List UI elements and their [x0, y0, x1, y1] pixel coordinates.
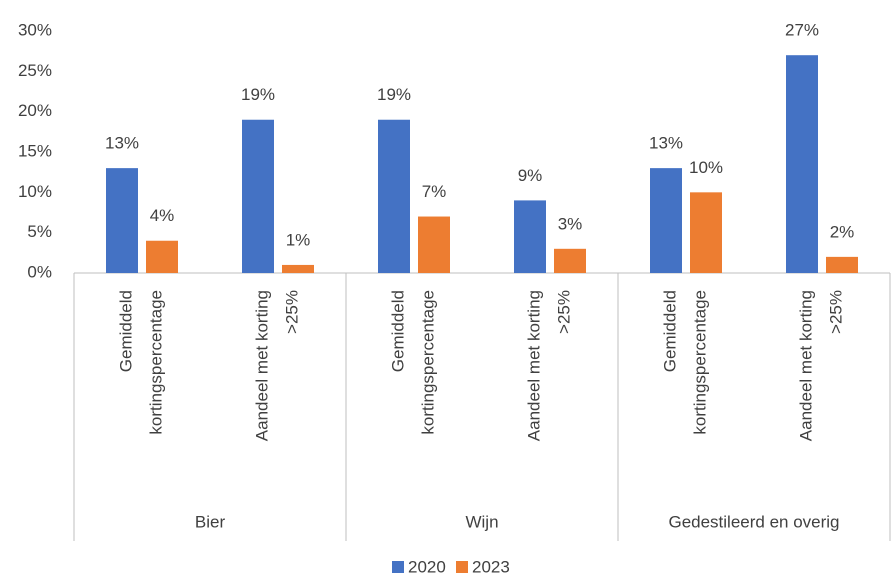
- bar: [418, 216, 450, 273]
- bar: [282, 264, 314, 273]
- data-label: 3%: [558, 214, 583, 233]
- x-tick-label: Aandeel met korting: [796, 290, 815, 441]
- y-tick-label: 0%: [27, 262, 52, 281]
- data-label: 13%: [649, 134, 683, 153]
- y-tick-label: 15%: [18, 141, 52, 160]
- x-tick-label: kortingspercentage: [690, 290, 709, 435]
- y-tick-label: 25%: [18, 61, 52, 80]
- legend-label: 2023: [472, 557, 510, 576]
- x-tick-label: Gemiddeld: [116, 290, 135, 372]
- data-label: 19%: [241, 85, 275, 104]
- y-tick-label: 20%: [18, 101, 52, 120]
- data-label: 1%: [286, 230, 311, 249]
- x-tick-label: Aandeel met korting: [524, 290, 543, 441]
- data-label: 7%: [422, 182, 447, 201]
- bar: [146, 240, 178, 273]
- data-label: 2%: [830, 222, 855, 241]
- bar: [106, 168, 138, 273]
- bar: [826, 256, 858, 273]
- data-label: 13%: [105, 134, 139, 153]
- bar: [690, 192, 722, 273]
- data-label: 9%: [518, 166, 543, 185]
- data-label: 4%: [150, 206, 175, 225]
- data-label: 27%: [785, 21, 819, 40]
- x-tick-label: Gemiddeld: [660, 290, 679, 372]
- group-label: Bier: [195, 512, 226, 531]
- legend-swatch: [456, 561, 468, 573]
- x-tick-label: kortingspercentage: [418, 290, 437, 435]
- x-tick-label: >25%: [826, 290, 845, 334]
- x-tick-label: >25%: [282, 290, 301, 334]
- y-tick-label: 5%: [27, 222, 52, 241]
- data-label: 10%: [689, 158, 723, 177]
- legend-swatch: [392, 561, 404, 573]
- bar: [554, 248, 586, 273]
- bar: [650, 168, 682, 273]
- group-label: Gedestileerd en overig: [668, 512, 839, 531]
- y-tick-label: 10%: [18, 182, 52, 201]
- legend-label: 2020: [408, 557, 446, 576]
- x-tick-label: Aandeel met korting: [252, 290, 271, 441]
- x-tick-label: kortingspercentage: [146, 290, 165, 435]
- x-tick-label: >25%: [554, 290, 573, 334]
- bar: [242, 119, 274, 273]
- data-label: 19%: [377, 85, 411, 104]
- bar: [378, 119, 410, 273]
- x-tick-label: Gemiddeld: [388, 290, 407, 372]
- bar: [786, 55, 818, 274]
- group-label: Wijn: [465, 512, 498, 531]
- bar: [514, 200, 546, 273]
- y-tick-label: 30%: [18, 20, 52, 39]
